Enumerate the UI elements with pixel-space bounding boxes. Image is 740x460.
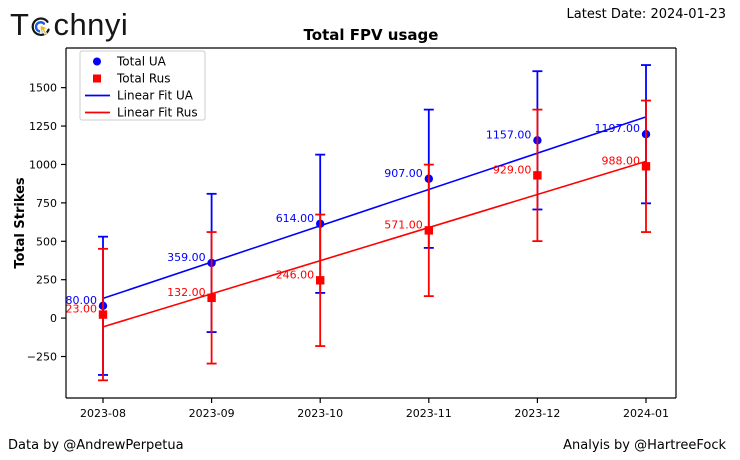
latest-date-label: Latest Date: 2024-01-23 [566,7,726,22]
data-point-value-label: 571.00 [384,218,423,231]
brand-logo: T chnyi [10,6,128,43]
legend-marker [93,57,101,66]
data-point-value-label: 614.00 [276,212,315,225]
legend-label: Total Rus [116,72,171,86]
legend-box [79,50,206,121]
y-tick-label: 750 [36,197,57,210]
data-point-value-label: 1197.00 [595,122,641,135]
y-tick-label: 0 [50,312,57,325]
legend-label: Linear Fit Rus [117,106,198,120]
data-point-marker [533,171,542,180]
data-point-marker [316,276,325,285]
y-tick-label: 500 [36,235,57,248]
linear-fit-line [102,160,647,328]
data-credit-label: Data by @AndrewPerpetua [8,438,184,453]
data-point-value-label: 80.00 [66,294,98,307]
data-point-value-label: 246.00 [276,268,315,281]
y-tick-label: −250 [27,351,57,364]
data-point-value-label: 23.00 [66,303,98,316]
data-point-value-label: 907.00 [384,167,423,180]
data-point-marker [207,293,216,303]
click-cursor-icon [30,12,52,43]
data-point-marker [641,162,651,171]
data-point-marker [98,310,108,319]
x-tick-label: 2023-11 [406,407,452,420]
y-tick-label: 1000 [29,158,57,171]
legend-marker [93,74,101,83]
x-tick-label: 2023-08 [80,407,126,420]
legend-label: Linear Fit UA [117,89,194,103]
y-tick-label: 1250 [29,120,57,133]
data-point-value-label: 988.00 [602,154,641,167]
chart-title: Total FPV usage [304,26,439,44]
y-tick-label: 1500 [29,82,57,95]
data-point-value-label: 132.00 [167,286,206,299]
brand-logo-text-suffix: chnyi [53,7,129,42]
y-tick-label: 250 [36,274,57,287]
data-point-value-label: 929.00 [493,163,532,176]
data-point-value-label: 359.00 [167,251,206,264]
linear-fit-line [102,116,647,300]
analysis-credit-label: Analyis by @HartreeFock [563,438,726,453]
x-tick-label: 2024-01 [623,407,669,420]
brand-logo-text-prefix: T [10,7,30,42]
data-point-marker [424,226,433,235]
x-tick-label: 2023-12 [514,407,560,420]
x-tick-label: 2023-09 [189,407,235,420]
x-tick-label: 2023-10 [297,407,343,420]
data-point-value-label: 1157.00 [486,128,532,141]
y-axis-label: Total Strikes [13,177,28,269]
legend-label: Total UA [116,55,167,69]
